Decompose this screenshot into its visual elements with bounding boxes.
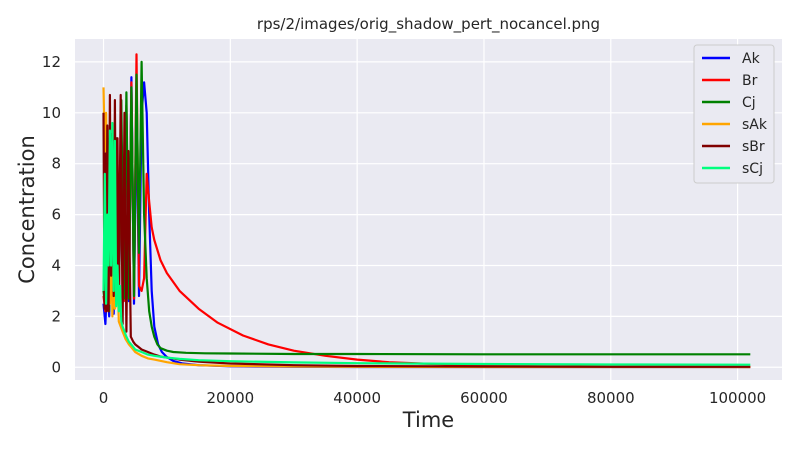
y-tick-label: 6 xyxy=(51,206,61,224)
x-axis-label: Time xyxy=(402,408,454,432)
legend-label: Ak xyxy=(742,51,761,67)
x-tick-label: 0 xyxy=(99,389,109,407)
y-tick-label: 12 xyxy=(42,53,61,71)
series-line-sak xyxy=(102,87,751,369)
legend-label: Br xyxy=(742,73,758,89)
legend-label: sCj xyxy=(742,161,763,177)
y-tick-label: 2 xyxy=(51,307,61,325)
series-lines xyxy=(102,53,751,369)
series-line-scj xyxy=(102,121,751,366)
y-tick-label: 10 xyxy=(42,104,61,122)
x-tick-label: 20000 xyxy=(206,389,254,407)
y-tick-label: 8 xyxy=(51,155,61,173)
y-tick-label: 4 xyxy=(51,256,61,274)
x-tick-label: 100000 xyxy=(709,389,766,407)
legend: Ak Br Cj sAk sBr sCj xyxy=(693,44,775,184)
x-tick-label: 40000 xyxy=(333,389,381,407)
y-tick-label: 0 xyxy=(51,358,61,376)
legend-label: Cj xyxy=(742,95,756,111)
plot-area xyxy=(75,39,782,380)
legend-label: sBr xyxy=(742,139,765,155)
tick-labels: 0 20000 40000 60000 80000 100000 0 2 4 6 8 10 12 xyxy=(42,53,766,407)
legend-label: sAk xyxy=(742,117,768,133)
chart-title: rps/2/images/orig_shadow_pert_nocancel.p… xyxy=(257,15,600,34)
x-tick-label: 80000 xyxy=(587,389,635,407)
x-tick-label: 60000 xyxy=(460,389,508,407)
y-axis-label: Concentration xyxy=(15,135,39,284)
